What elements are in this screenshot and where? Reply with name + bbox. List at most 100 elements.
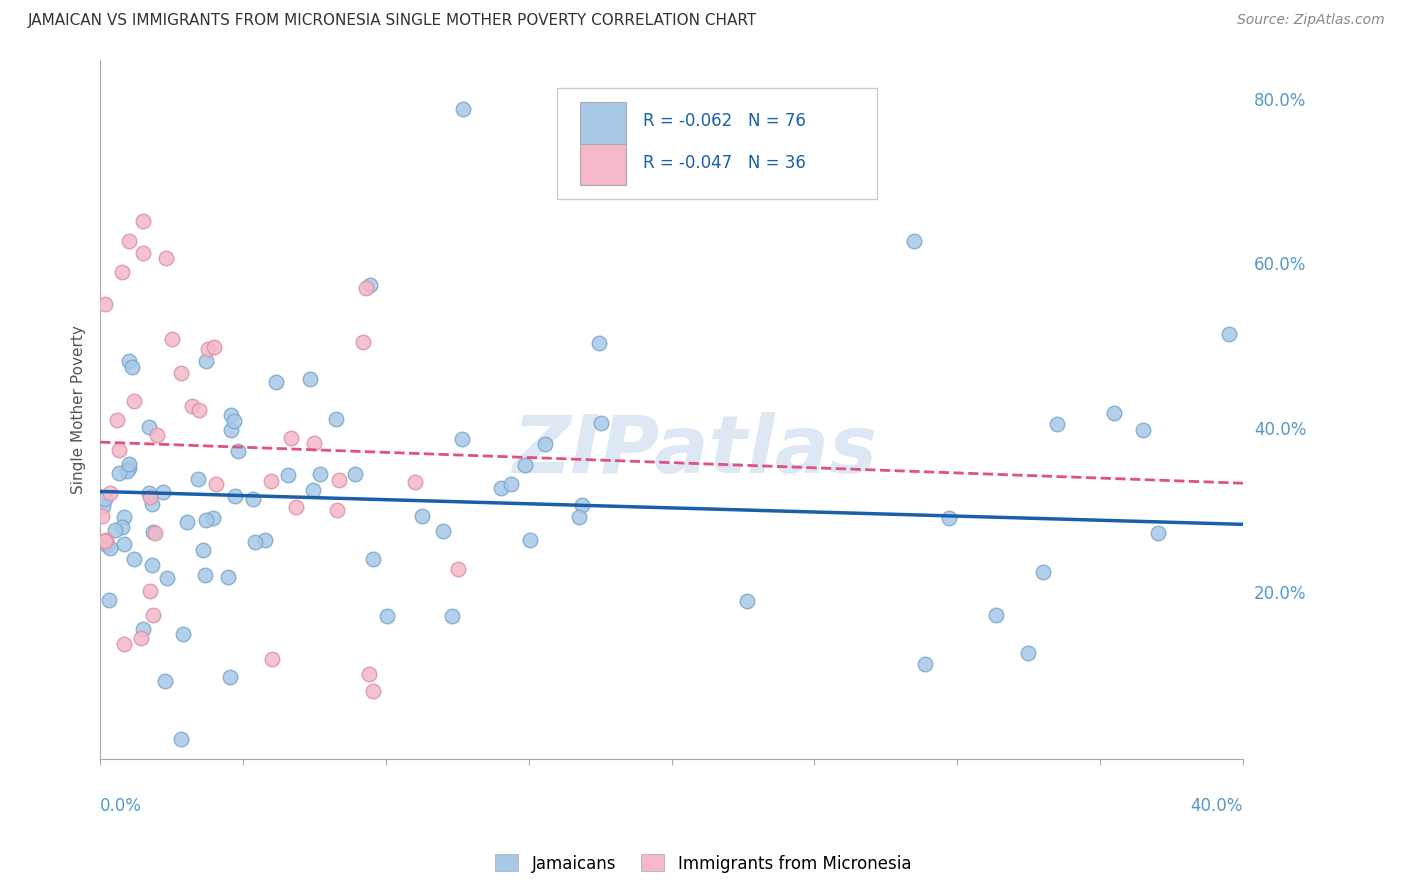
Point [172, 627, 194, 641]
Text: JAMAICAN VS IMMIGRANTS FROM MICRONESIA SINGLE MOTHER POVERTY CORRELATION CHART: JAMAICAN VS IMMIGRANTS FROM MICRONESIA S… [28, 13, 758, 29]
Point [440, 608, 463, 623]
Text: 80.0%: 80.0% [1254, 92, 1306, 110]
Point [204, 341, 226, 355]
Point [1104, 406, 1126, 420]
Point [411, 508, 433, 523]
Point [260, 474, 283, 488]
Point [304, 435, 326, 450]
Point [914, 657, 936, 671]
Point [361, 684, 384, 698]
Point [299, 372, 322, 386]
Point [354, 281, 377, 295]
Point [131, 631, 153, 645]
Point [118, 460, 141, 475]
Point [1147, 525, 1170, 540]
Point [181, 399, 204, 413]
Point [145, 525, 167, 540]
Point [245, 535, 267, 549]
Point [519, 533, 541, 547]
Point [404, 475, 426, 489]
Text: 60.0%: 60.0% [1254, 256, 1306, 274]
Point [187, 472, 209, 486]
Point [112, 510, 135, 524]
Point [96, 538, 118, 552]
Point [588, 336, 610, 351]
Point [326, 503, 349, 517]
Point [202, 510, 225, 524]
Point [1046, 417, 1069, 431]
Point [155, 251, 177, 265]
Legend: Jamaicans, Immigrants from Micronesia: Jamaicans, Immigrants from Micronesia [488, 847, 918, 880]
Point [94, 533, 117, 547]
Point [217, 569, 239, 583]
FancyBboxPatch shape [581, 102, 626, 144]
Point [94, 533, 117, 548]
Point [451, 432, 474, 446]
Point [118, 234, 141, 248]
Point [205, 476, 228, 491]
Point [112, 537, 135, 551]
Point [451, 102, 474, 116]
Point [533, 437, 555, 451]
Point [226, 443, 249, 458]
Point [188, 403, 211, 417]
Point [111, 265, 134, 279]
Point [152, 485, 174, 500]
Point [121, 359, 143, 374]
Point [170, 732, 193, 747]
Point [110, 520, 132, 534]
Point [132, 214, 155, 228]
Point [90, 509, 112, 524]
Text: Source: ZipAtlas.com: Source: ZipAtlas.com [1237, 13, 1385, 28]
Text: R = -0.047   N = 36: R = -0.047 N = 36 [643, 154, 806, 172]
Point [132, 246, 155, 260]
Point [139, 583, 162, 598]
Point [568, 509, 591, 524]
Point [253, 533, 276, 547]
Point [197, 343, 219, 357]
Point [142, 608, 165, 623]
Point [146, 428, 169, 442]
Point [1132, 423, 1154, 437]
Point [359, 277, 381, 292]
Point [260, 652, 283, 666]
Point [138, 419, 160, 434]
Point [277, 468, 299, 483]
Point [447, 561, 470, 575]
Point [97, 593, 120, 607]
Point [264, 375, 287, 389]
Point [108, 442, 131, 457]
Point [328, 473, 350, 487]
Point [361, 551, 384, 566]
Point [122, 552, 145, 566]
Point [344, 467, 367, 482]
Point [1017, 646, 1039, 660]
Point [242, 491, 264, 506]
Text: 20.0%: 20.0% [1254, 585, 1306, 603]
Point [589, 417, 612, 431]
Point [138, 490, 160, 504]
Point [193, 542, 215, 557]
Point [984, 608, 1007, 623]
Text: 0.0%: 0.0% [100, 797, 142, 815]
Point [432, 524, 454, 538]
Point [155, 674, 177, 689]
Point [308, 467, 330, 481]
Point [176, 515, 198, 529]
Point [160, 332, 183, 346]
Point [325, 412, 347, 426]
Point [938, 511, 960, 525]
Point [499, 477, 522, 491]
Point [118, 457, 141, 471]
Point [1032, 566, 1054, 580]
Point [221, 423, 243, 437]
Text: 40.0%: 40.0% [1191, 797, 1243, 815]
Point [104, 523, 127, 537]
Point [302, 483, 325, 497]
Point [735, 593, 758, 607]
FancyBboxPatch shape [581, 144, 626, 186]
Point [280, 431, 302, 445]
Y-axis label: Single Mother Poverty: Single Mother Poverty [72, 325, 86, 493]
Point [132, 622, 155, 636]
Point [115, 464, 138, 478]
